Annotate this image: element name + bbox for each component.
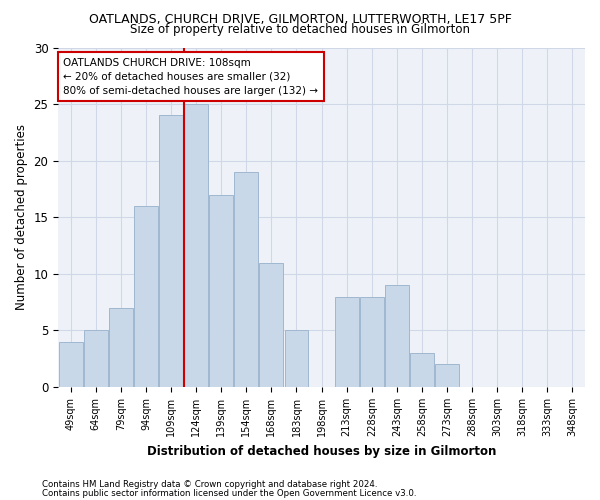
- Bar: [410, 353, 434, 387]
- Text: Contains public sector information licensed under the Open Government Licence v3: Contains public sector information licen…: [42, 488, 416, 498]
- Bar: [284, 330, 308, 387]
- Bar: [184, 104, 208, 387]
- Bar: [435, 364, 459, 387]
- Bar: [159, 116, 183, 387]
- Y-axis label: Number of detached properties: Number of detached properties: [15, 124, 28, 310]
- Text: OATLANDS, CHURCH DRIVE, GILMORTON, LUTTERWORTH, LE17 5PF: OATLANDS, CHURCH DRIVE, GILMORTON, LUTTE…: [89, 12, 511, 26]
- Text: Size of property relative to detached houses in Gilmorton: Size of property relative to detached ho…: [130, 22, 470, 36]
- Bar: [360, 296, 383, 387]
- Bar: [109, 308, 133, 387]
- Bar: [385, 285, 409, 387]
- Bar: [335, 296, 359, 387]
- Text: OATLANDS CHURCH DRIVE: 108sqm
← 20% of detached houses are smaller (32)
80% of s: OATLANDS CHURCH DRIVE: 108sqm ← 20% of d…: [64, 58, 319, 96]
- Bar: [84, 330, 108, 387]
- Bar: [209, 194, 233, 387]
- Bar: [259, 262, 283, 387]
- Bar: [59, 342, 83, 387]
- Bar: [235, 172, 258, 387]
- Bar: [134, 206, 158, 387]
- X-axis label: Distribution of detached houses by size in Gilmorton: Distribution of detached houses by size …: [147, 444, 496, 458]
- Text: Contains HM Land Registry data © Crown copyright and database right 2024.: Contains HM Land Registry data © Crown c…: [42, 480, 377, 489]
